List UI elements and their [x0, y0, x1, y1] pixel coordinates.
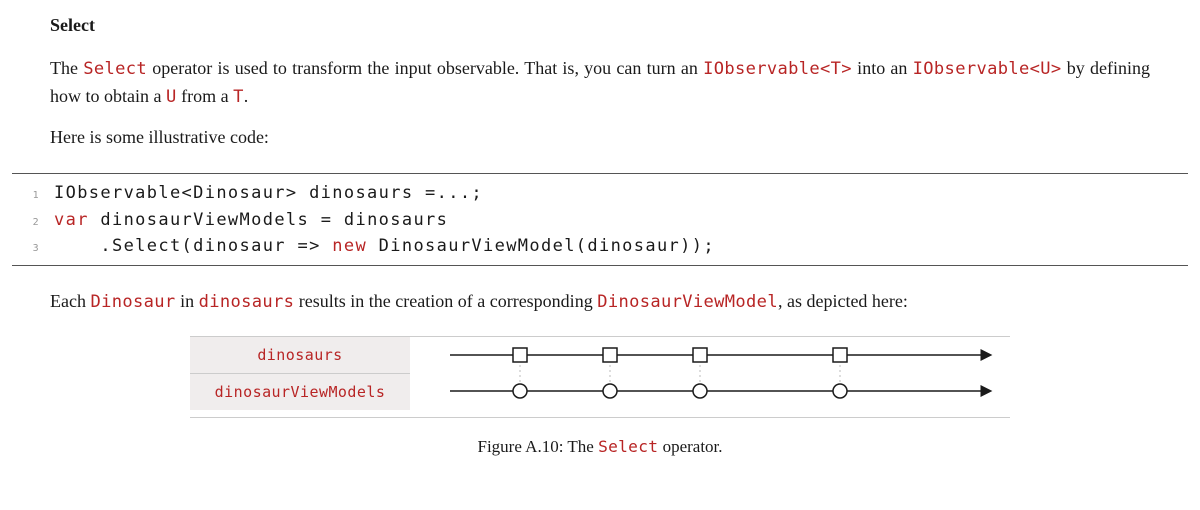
content-column: Select The Select operator is used to tr… — [50, 12, 1150, 459]
text: Each — [50, 291, 90, 311]
paragraph-2: Here is some illustrative code: — [50, 124, 1150, 151]
text: operator. — [658, 437, 722, 456]
code-inline-dinosaur: Dinosaur — [90, 292, 175, 312]
text: results in the creation of a correspondi… — [294, 291, 597, 311]
text: into an — [852, 58, 913, 78]
line-number: 1 — [12, 188, 54, 204]
diagram-label-bottom: dinosaurViewModels — [190, 373, 410, 410]
code-inline-select: Select — [83, 59, 147, 79]
diagram-labels: dinosaurs dinosaurViewModels — [190, 337, 410, 417]
text: in — [176, 291, 199, 311]
text: Figure A.10: The — [477, 437, 598, 456]
text: from a — [177, 86, 233, 106]
line-number: 2 — [12, 215, 54, 231]
code-line: 3 .Select(dinosaur => new DinosaurViewMo… — [12, 233, 1188, 259]
text: operator is used to transform the input … — [147, 58, 703, 78]
code-line: 2var dinosaurViewModels = dinosaurs — [12, 207, 1188, 233]
diagram-streams — [410, 337, 1010, 417]
text: . — [244, 86, 249, 106]
paragraph-3: Each Dinosaur in dinosaurs results in th… — [50, 288, 1150, 316]
code-inline-iobservable-t: IObservable<T> — [703, 59, 852, 79]
diagram-label-top: dinosaurs — [190, 337, 410, 373]
code-inline-dinosaurs: dinosaurs — [199, 292, 295, 312]
code-inline-select-caption: Select — [598, 437, 658, 456]
code-inline-iobservable-u: IObservable<U> — [913, 59, 1062, 79]
marble-diagram: dinosaurs dinosaurViewModels — [190, 336, 1010, 418]
text: The — [50, 58, 83, 78]
section-heading: Select — [50, 12, 1150, 39]
code-block: 1IObservable<Dinosaur> dinosaurs =...;2v… — [12, 173, 1150, 266]
figure: dinosaurs dinosaurViewModels Figure A.10… — [190, 336, 1010, 460]
figure-caption: Figure A.10: The Select operator. — [190, 434, 1010, 460]
code-content: .Select(dinosaur => new DinosaurViewMode… — [54, 233, 715, 259]
code-line: 1IObservable<Dinosaur> dinosaurs =...; — [12, 180, 1188, 206]
code-content: var dinosaurViewModels = dinosaurs — [54, 207, 448, 233]
line-number: 3 — [12, 241, 54, 257]
document-page: Select The Select operator is used to tr… — [0, 0, 1200, 510]
code-inline-dinosaurviewmodel: DinosaurViewModel — [597, 292, 778, 312]
code-content: IObservable<Dinosaur> dinosaurs =...; — [54, 180, 483, 206]
paragraph-1: The Select operator is used to transform… — [50, 55, 1150, 110]
code-inline-t: T — [233, 87, 244, 107]
text: , as depicted here: — [778, 291, 908, 311]
code-inline-u: U — [166, 87, 177, 107]
